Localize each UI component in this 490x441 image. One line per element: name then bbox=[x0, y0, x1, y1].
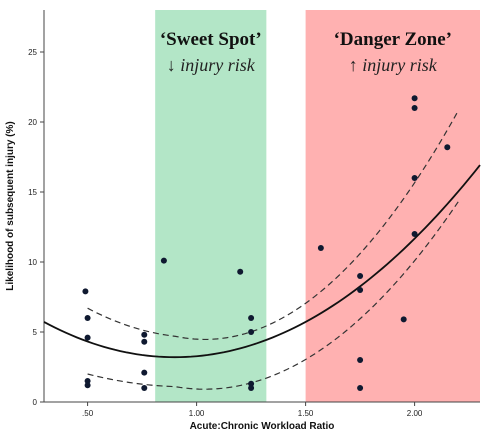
data-point-20 bbox=[400, 316, 407, 323]
data-point-22 bbox=[411, 105, 418, 111]
y-tick-label-4: 20 bbox=[28, 118, 37, 127]
data-point-12 bbox=[248, 329, 255, 335]
zone-1-title: ‘Danger Zone’ bbox=[334, 29, 452, 50]
y-axis-label: Likelihood of subsequent injury (%) bbox=[5, 121, 16, 290]
fit-layer bbox=[43, 164, 481, 359]
y-tick-label-5: 25 bbox=[28, 48, 37, 57]
x-tick-label-1: 1.00 bbox=[189, 409, 205, 418]
data-point-16 bbox=[357, 273, 364, 279]
zone-0-title: ‘Sweet Spot’ bbox=[160, 29, 262, 50]
confidence-band-layer bbox=[87, 110, 459, 390]
data-point-24 bbox=[411, 231, 418, 237]
zone-1-band bbox=[305, 10, 480, 402]
data-point-9 bbox=[160, 257, 167, 264]
y-tick-label-0: 0 bbox=[33, 398, 38, 407]
fit-line bbox=[43, 164, 481, 359]
zones-layer bbox=[155, 10, 480, 402]
points-layer bbox=[82, 95, 451, 391]
data-point-10 bbox=[237, 268, 244, 275]
axes-layer: 0 5 10 15 20 25 .50 1.00 1.50 2.00 Acute:Chronic W… bbox=[5, 10, 480, 432]
x-tick-label-0: .50 bbox=[82, 409, 94, 418]
x-tick-label-3: 2.00 bbox=[407, 409, 423, 418]
labels-layer: ‘Sweet Spot’ ↓ injury risk ‘Danger Zone’ ↑ … bbox=[160, 29, 452, 75]
y-tick-label-1: 5 bbox=[33, 328, 38, 337]
data-point-14 bbox=[248, 385, 255, 391]
y-tick-label-3: 15 bbox=[28, 188, 37, 197]
data-point-15 bbox=[317, 245, 324, 251]
data-point-4 bbox=[84, 382, 91, 389]
data-point-18 bbox=[357, 357, 364, 363]
data-point-13 bbox=[248, 380, 255, 387]
x-axis-label: Acute:Chronic Workload Ratio bbox=[190, 421, 335, 432]
data-point-2 bbox=[84, 334, 91, 341]
data-point-19 bbox=[357, 385, 364, 391]
zone-0-subtitle: ↓ injury risk bbox=[167, 55, 256, 75]
zone-1-subtitle: ↑ injury risk bbox=[349, 55, 438, 75]
data-point-17 bbox=[357, 287, 364, 293]
confidence-upper-line bbox=[87, 110, 459, 341]
data-point-7 bbox=[141, 369, 148, 376]
y-tick-label-2: 10 bbox=[28, 258, 37, 267]
confidence-lower-line bbox=[87, 201, 459, 390]
data-point-21 bbox=[411, 95, 418, 102]
data-point-3 bbox=[84, 378, 91, 384]
data-point-1 bbox=[84, 315, 91, 321]
data-point-25 bbox=[444, 144, 451, 151]
data-point-23 bbox=[411, 175, 418, 181]
data-point-0 bbox=[82, 288, 89, 295]
x-tick-label-2: 1.50 bbox=[298, 409, 314, 418]
data-point-8 bbox=[141, 385, 148, 391]
data-point-6 bbox=[141, 338, 148, 345]
data-point-5 bbox=[141, 331, 148, 338]
data-point-11 bbox=[248, 315, 255, 321]
